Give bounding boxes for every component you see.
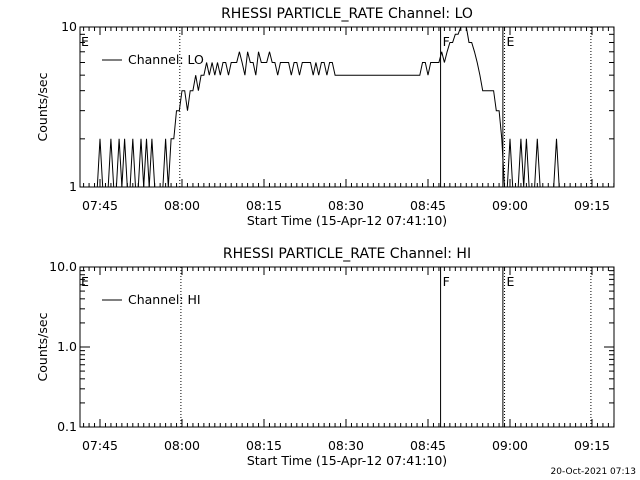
series-line-channel-lo [94,27,590,187]
chart-title: RHESSI PARTICLE_RATE Channel: HI [223,246,471,262]
chart-title: RHESSI PARTICLE_RATE Channel: LO [221,6,473,22]
event-marker-label: E [81,34,89,49]
y-tick-label: 1.0 [57,339,77,354]
event-marker-label: F [443,274,450,289]
y-axis-label: Counts/sec [35,72,50,141]
x-axis-label: Start Time (15-Apr-12 07:41:10) [247,213,447,228]
x-tick-label: 09:15 [574,198,610,213]
x-tick-label: 08:45 [410,438,446,453]
y-axis-label: Counts/sec [35,312,50,381]
x-tick-label: 08:30 [328,438,364,453]
legend-label: Channel: HI [128,292,201,307]
x-tick-label: 08:15 [246,438,282,453]
event-marker-label: E [507,34,515,49]
panel-hi: RHESSI PARTICLE_RATE Channel: HI Counts/s… [35,246,615,468]
x-tick-label: 09:00 [492,438,528,453]
x-tick-label: 08:30 [328,198,364,213]
x-tick-label: 09:15 [574,438,610,453]
x-tick-label: 08:00 [164,198,200,213]
x-tick-label: 07:45 [82,198,118,213]
x-tick-label: 08:15 [246,198,282,213]
footer-timestamp: 20-Oct-2021 07:13 [551,467,636,477]
y-tick-label: 0.1 [57,419,77,434]
y-tick-label: 10 [61,19,77,34]
event-marker-label: F [443,34,450,49]
x-tick-label: 09:00 [492,198,528,213]
event-marker-label: E [507,274,515,289]
plot-frame [79,26,615,188]
x-tick-label: 08:45 [410,198,446,213]
x-tick-label: 08:00 [164,438,200,453]
event-marker-label: E [81,274,89,289]
panel-lo: RHESSI PARTICLE_RATE Channel: LO Counts/s… [35,6,615,228]
y-tick-label: 10.0 [49,259,77,274]
legend-label: Channel: LO [128,52,204,67]
y-tick-label: 1 [69,179,77,194]
x-axis-label: Start Time (15-Apr-12 07:41:10) [247,453,447,468]
x-tick-label: 07:45 [82,438,118,453]
plot-frame [79,266,615,428]
